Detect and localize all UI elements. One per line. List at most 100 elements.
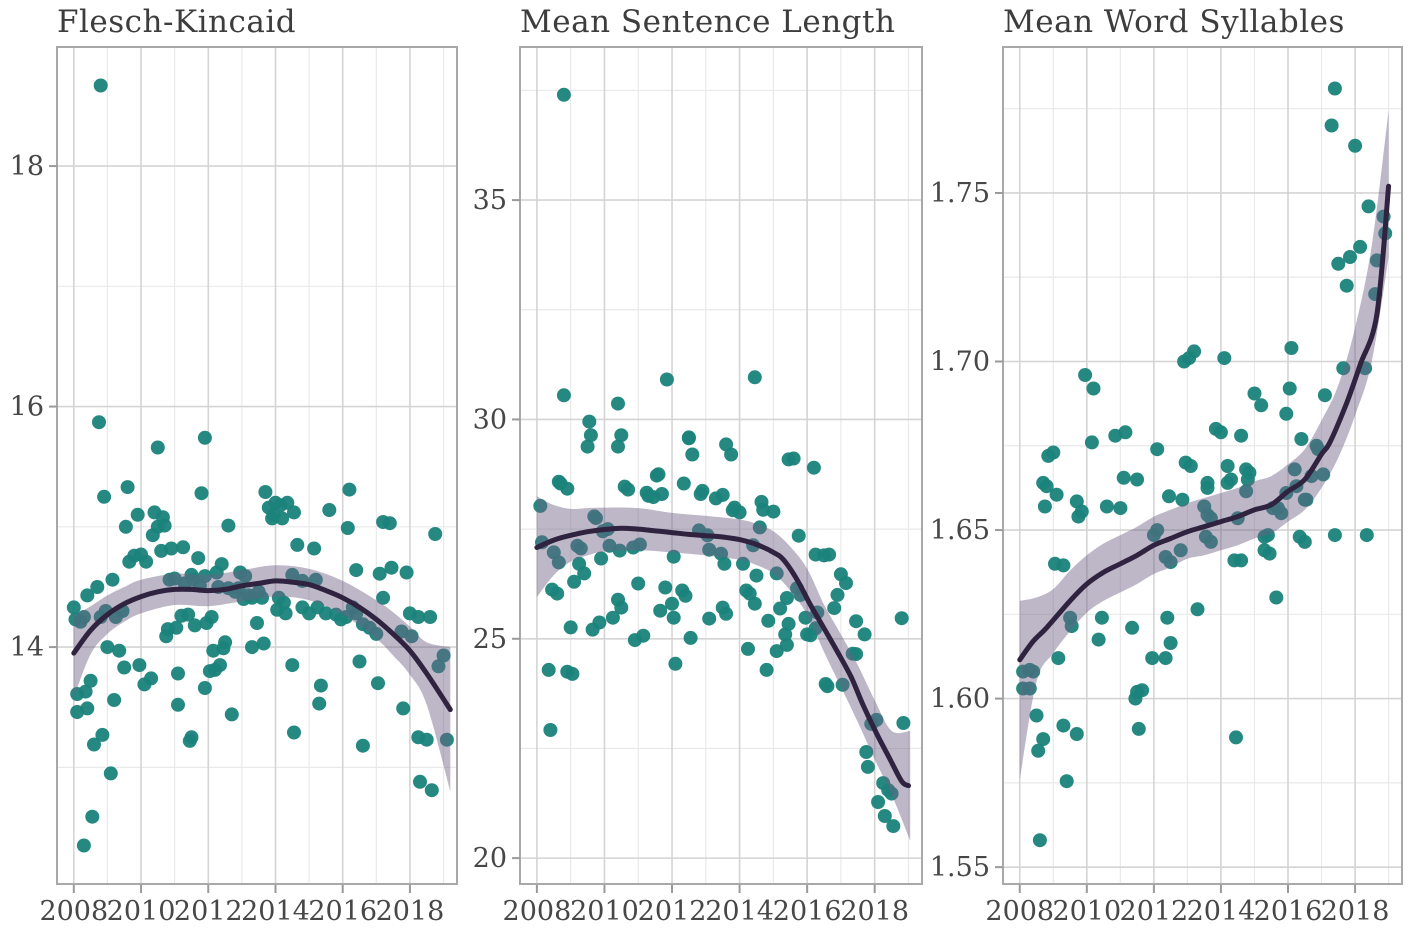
data-point <box>1158 651 1173 666</box>
data-point <box>1022 681 1037 696</box>
data-point <box>736 556 750 571</box>
data-point <box>1287 462 1302 477</box>
y-tick-label: 16 <box>10 392 44 423</box>
data-point <box>197 569 212 584</box>
data-point <box>76 838 91 853</box>
data-point <box>176 540 191 555</box>
data-point <box>605 610 620 625</box>
x-tick-label: 2018 <box>376 896 445 927</box>
panel-border <box>56 46 458 885</box>
x-tick-label: 2014 <box>1187 896 1256 927</box>
data-point <box>717 556 732 571</box>
data-point <box>355 738 370 753</box>
data-point <box>550 586 565 601</box>
data-point <box>1343 250 1357 264</box>
panel-border <box>1002 46 1403 885</box>
data-point <box>117 660 132 675</box>
data-point <box>157 518 172 533</box>
data-point <box>97 489 112 504</box>
data-point <box>791 528 806 543</box>
data-point <box>658 580 673 595</box>
x-tick-label: 2008 <box>985 896 1054 927</box>
data-point <box>567 574 582 589</box>
data-point <box>580 439 595 454</box>
data-point <box>1173 543 1188 558</box>
data-point <box>312 696 327 711</box>
data-point <box>423 610 438 624</box>
data-point <box>747 596 762 611</box>
data-point <box>1260 528 1275 543</box>
data-point <box>83 673 98 688</box>
data-point <box>194 486 209 501</box>
data-point <box>685 447 700 462</box>
x-tick-label: 2008 <box>39 896 108 927</box>
data-point <box>583 428 598 443</box>
y-tick-label: 35 <box>473 185 507 216</box>
data-point <box>1316 467 1331 482</box>
data-point <box>666 610 681 625</box>
data-point <box>1331 256 1346 271</box>
data-point <box>1239 484 1254 499</box>
data-point <box>1269 590 1284 605</box>
data-point <box>683 630 698 645</box>
data-point <box>1217 351 1232 366</box>
data-point <box>287 505 301 520</box>
data-point <box>1064 619 1079 634</box>
data-point <box>533 498 548 513</box>
x-tick-label: 2008 <box>503 896 572 927</box>
data-point <box>702 542 717 557</box>
data-point <box>1125 620 1140 635</box>
data-point <box>749 568 764 583</box>
data-point <box>702 611 717 626</box>
data-point <box>1049 487 1064 502</box>
data-point <box>1282 381 1297 396</box>
data-point <box>1145 651 1160 666</box>
data-point <box>582 414 597 429</box>
data-point <box>342 482 357 497</box>
data-point <box>1274 506 1289 521</box>
data-point <box>1046 445 1061 460</box>
data-point <box>340 521 355 535</box>
data-point <box>611 396 625 411</box>
data-point <box>197 681 212 695</box>
data-point <box>76 610 91 624</box>
trend-line <box>534 525 911 789</box>
data-point <box>1175 492 1190 507</box>
x-tick-label: 2012 <box>174 896 243 927</box>
data-point <box>1327 81 1342 96</box>
data-point <box>150 440 165 455</box>
data-point <box>1026 664 1041 679</box>
data-point <box>798 610 813 625</box>
data-point <box>93 78 108 93</box>
data-point <box>1234 553 1249 568</box>
data-point <box>1336 361 1351 376</box>
data-point <box>877 809 892 823</box>
data-point <box>85 809 100 824</box>
data-point <box>103 766 118 781</box>
data-point <box>1078 368 1093 382</box>
data-point <box>100 640 115 655</box>
data-point <box>255 590 269 605</box>
data-point <box>631 576 646 591</box>
data-point <box>766 504 781 519</box>
data-point <box>424 783 439 798</box>
data-point <box>105 572 120 587</box>
data-point <box>871 795 886 809</box>
data-point <box>169 620 184 635</box>
data-point <box>224 707 239 722</box>
data-point <box>1084 435 1099 450</box>
data-point <box>1361 199 1376 214</box>
data-point <box>1037 499 1052 514</box>
data-point <box>1032 833 1047 848</box>
x-tick-label: 2010 <box>1052 896 1121 927</box>
data-point <box>290 537 305 552</box>
data-point <box>204 610 219 624</box>
data-point <box>715 487 730 502</box>
data-point <box>1118 425 1133 440</box>
data-point <box>724 447 739 462</box>
data-point <box>218 635 233 650</box>
data-point <box>1203 534 1218 549</box>
data-point <box>238 569 253 584</box>
data-point <box>1160 610 1175 625</box>
data-point <box>769 566 784 581</box>
